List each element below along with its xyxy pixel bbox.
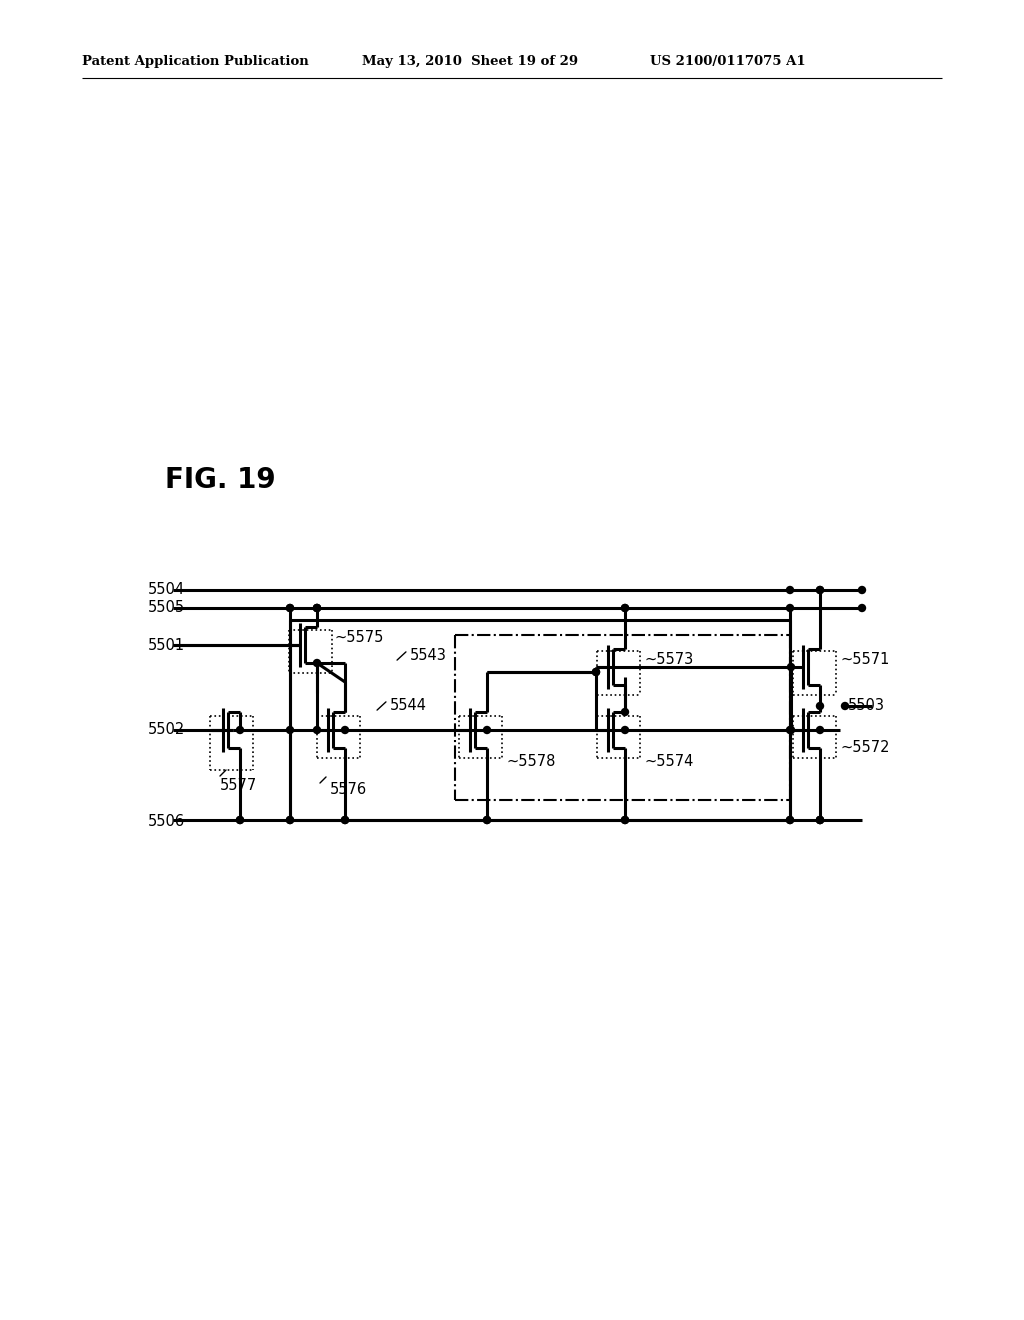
Circle shape xyxy=(313,605,321,611)
Circle shape xyxy=(622,605,629,611)
Circle shape xyxy=(858,605,865,611)
Circle shape xyxy=(287,605,294,611)
Circle shape xyxy=(237,817,244,824)
Circle shape xyxy=(237,817,244,824)
Text: Patent Application Publication: Patent Application Publication xyxy=(82,55,309,69)
Text: FIG. 19: FIG. 19 xyxy=(165,466,275,494)
Circle shape xyxy=(816,586,823,594)
Circle shape xyxy=(313,605,321,611)
Circle shape xyxy=(313,605,321,611)
Text: 5503: 5503 xyxy=(848,698,885,714)
Circle shape xyxy=(237,726,244,734)
Circle shape xyxy=(786,586,794,594)
Text: 5501: 5501 xyxy=(148,638,185,652)
Text: 5505: 5505 xyxy=(148,601,185,615)
Circle shape xyxy=(816,817,823,824)
Circle shape xyxy=(816,726,823,734)
Circle shape xyxy=(842,702,849,710)
Circle shape xyxy=(313,660,321,667)
Circle shape xyxy=(287,817,294,824)
Circle shape xyxy=(622,605,629,611)
Circle shape xyxy=(483,817,490,824)
Circle shape xyxy=(816,702,823,710)
Text: US 2100/0117075 A1: US 2100/0117075 A1 xyxy=(650,55,806,69)
Circle shape xyxy=(287,726,294,734)
Circle shape xyxy=(787,664,795,671)
Text: ~5572: ~5572 xyxy=(840,741,890,755)
Text: 5577: 5577 xyxy=(220,777,257,792)
Circle shape xyxy=(816,817,823,824)
Circle shape xyxy=(341,817,348,824)
Text: 5576: 5576 xyxy=(330,783,368,797)
Circle shape xyxy=(287,605,294,611)
Text: ~5575: ~5575 xyxy=(335,631,384,645)
Text: 5502: 5502 xyxy=(148,722,185,738)
Circle shape xyxy=(593,668,599,676)
Text: ~5578: ~5578 xyxy=(506,755,555,770)
Circle shape xyxy=(786,605,794,611)
Circle shape xyxy=(622,726,629,734)
Circle shape xyxy=(313,726,321,734)
Circle shape xyxy=(287,817,294,824)
Text: ~5573: ~5573 xyxy=(644,652,693,668)
Circle shape xyxy=(622,817,629,824)
Text: May 13, 2010  Sheet 19 of 29: May 13, 2010 Sheet 19 of 29 xyxy=(362,55,579,69)
Circle shape xyxy=(622,817,629,824)
Circle shape xyxy=(341,726,348,734)
Circle shape xyxy=(786,817,794,824)
Circle shape xyxy=(786,817,794,824)
Circle shape xyxy=(483,726,490,734)
Text: 5506: 5506 xyxy=(148,814,185,829)
Text: 5543: 5543 xyxy=(410,648,446,663)
Circle shape xyxy=(593,668,599,676)
Text: ~5574: ~5574 xyxy=(644,755,693,770)
Circle shape xyxy=(816,817,823,824)
Circle shape xyxy=(622,709,629,715)
Circle shape xyxy=(816,586,823,594)
Circle shape xyxy=(787,726,795,734)
Text: 5504: 5504 xyxy=(148,582,185,598)
Circle shape xyxy=(858,586,865,594)
Text: 5544: 5544 xyxy=(390,697,427,713)
Circle shape xyxy=(341,817,348,824)
Text: ~5571: ~5571 xyxy=(840,652,890,668)
Circle shape xyxy=(483,817,490,824)
Circle shape xyxy=(786,726,794,734)
